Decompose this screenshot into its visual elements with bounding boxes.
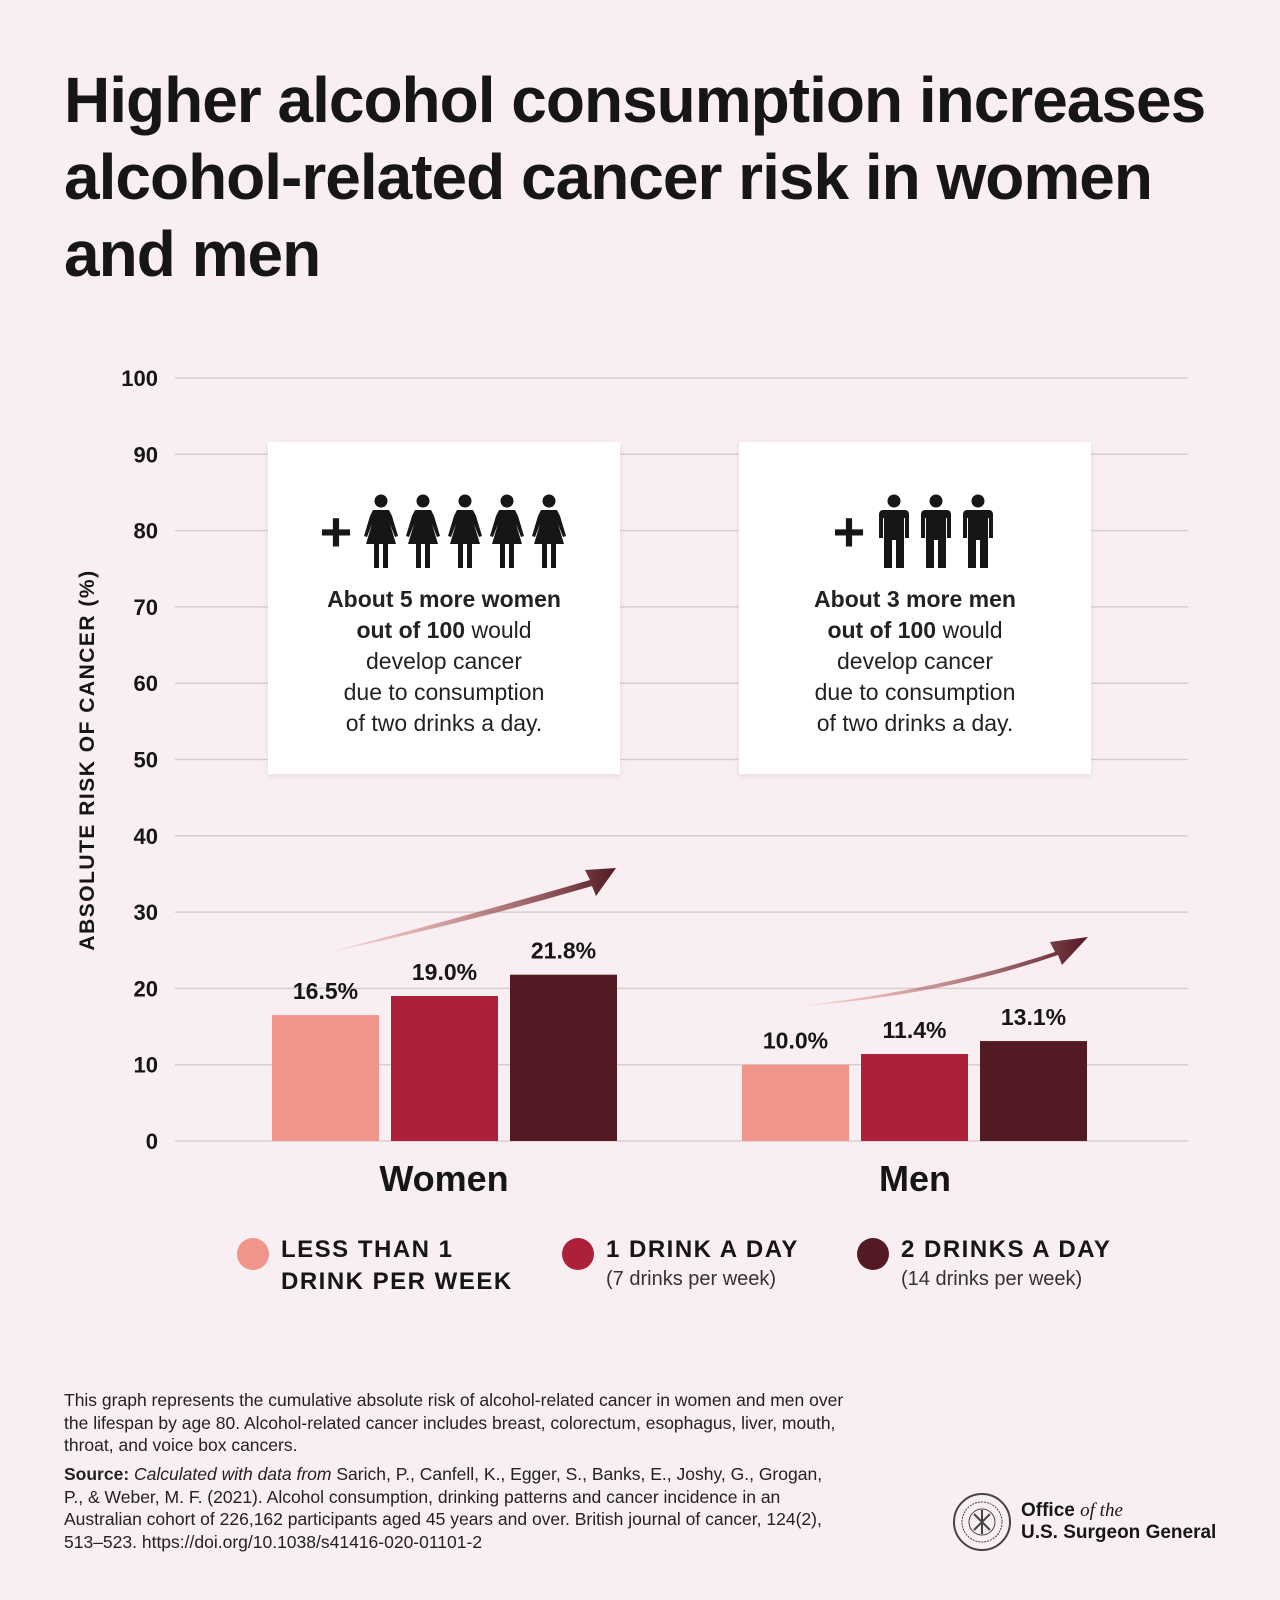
women-icons: +	[268, 492, 620, 572]
callout-text: of two drinks a day.	[345, 710, 543, 736]
footnote: This graph represents the cumulative abs…	[64, 1390, 844, 1455]
legend-label: 1 DRINK A DAY	[606, 1236, 799, 1263]
man-figure-icon	[921, 494, 952, 568]
bar-men-2	[980, 1041, 1087, 1141]
callout-text: would	[465, 617, 532, 643]
y-tick-label: 10	[134, 1053, 158, 1078]
bar-women-0	[272, 1015, 379, 1141]
y-tick-label: 70	[134, 595, 158, 620]
bar-women-1	[391, 996, 498, 1141]
legend-swatch	[562, 1238, 594, 1270]
source-text: Sarich, P., Canfell, K., Egger, S., Bank…	[64, 1464, 823, 1552]
bar-men-0	[742, 1064, 849, 1141]
y-tick-label: 50	[134, 748, 158, 773]
legend-label: LESS THAN 1	[281, 1236, 454, 1263]
y-tick-label: 30	[134, 900, 158, 925]
legend-item-1-drink: 1 DRINK A DAY (7 drinks per week)	[562, 1234, 799, 1292]
woman-figure-icon	[448, 494, 483, 568]
bar-men-1	[861, 1054, 968, 1141]
woman-figure-icon	[532, 494, 567, 568]
y-tick-label: 20	[134, 976, 158, 1001]
y-tick-label: 80	[134, 519, 158, 544]
legend-note: (14 drinks per week)	[901, 1268, 1083, 1290]
callout-text: of two drinks a day.	[816, 710, 1014, 736]
woman-figure-icon	[490, 494, 525, 568]
men-icons: +	[739, 492, 1091, 572]
legend-label: DRINK PER WEEK	[281, 1268, 513, 1295]
men-callout: + About 3 more men out of 100 would deve…	[739, 442, 1091, 774]
man-figure-icon	[879, 494, 910, 568]
legend-label: 2 DRINKS A DAY	[901, 1236, 1112, 1263]
callout-text: out of 100	[356, 617, 466, 643]
callout-text: About 5 more women	[327, 586, 561, 612]
data-label: 13.1%	[1001, 1004, 1066, 1030]
y-tick-label: 90	[134, 442, 158, 467]
legend-item-2-drinks: 2 DRINKS A DAY (14 drinks per week)	[857, 1234, 1111, 1292]
woman-figure-icon	[364, 494, 399, 568]
data-label: 16.5%	[293, 978, 358, 1004]
y-axis-label: ABSOLUTE RISK OF CANCER (%)	[76, 569, 99, 950]
callout-text: would	[936, 617, 1003, 643]
legend-swatch	[237, 1238, 269, 1270]
legend-item-less-than-1: LESS THAN 1 DRINK PER WEEK	[237, 1234, 513, 1298]
data-label: 21.8%	[531, 938, 596, 964]
y-tick-label: 60	[134, 671, 158, 696]
legend-swatch	[857, 1238, 889, 1270]
trend-arrow-men	[800, 937, 1088, 1006]
data-label: 19.0%	[412, 959, 477, 985]
seal-icon	[953, 1493, 1011, 1551]
woman-figure-icon	[406, 494, 441, 568]
y-tick-label: 0	[146, 1129, 158, 1154]
logo-text: Office	[1021, 1500, 1075, 1521]
data-label: 11.4%	[883, 1017, 947, 1043]
legend-note: (7 drinks per week)	[606, 1268, 777, 1290]
plus-icon: +	[319, 500, 353, 563]
logo-text: U.S. Surgeon General	[1021, 1522, 1217, 1543]
page-title: Higher alcohol consumption increases alc…	[64, 64, 1206, 290]
y-tick-label: 100	[121, 366, 158, 391]
callout-text: About 3 more men	[814, 586, 1016, 612]
callout-text: due to consumption	[343, 679, 545, 705]
women-callout: + About 5 more women out of 100 would de…	[268, 442, 620, 774]
callout-text: develop cancer	[366, 648, 522, 674]
data-label: 10.0%	[763, 1028, 828, 1054]
source-italic: Calculated with data from	[134, 1464, 332, 1484]
category-label-men: Men	[879, 1158, 951, 1199]
logo-text: of the	[1080, 1500, 1123, 1521]
callout-text: out of 100	[827, 617, 937, 643]
callout-text: due to consumption	[814, 679, 1016, 705]
man-figure-icon	[963, 494, 994, 568]
category-label-women: Women	[379, 1158, 509, 1199]
source-label: Source:	[64, 1464, 130, 1484]
y-tick-label: 40	[134, 824, 158, 849]
source-citation: Source: Calculated with data from Sarich…	[64, 1463, 844, 1553]
bar-women-2	[510, 974, 617, 1141]
callout-text: develop cancer	[837, 648, 993, 674]
plus-icon: +	[832, 500, 866, 563]
surgeon-general-logo: Office of the U.S. Surgeon General	[953, 1493, 1216, 1551]
